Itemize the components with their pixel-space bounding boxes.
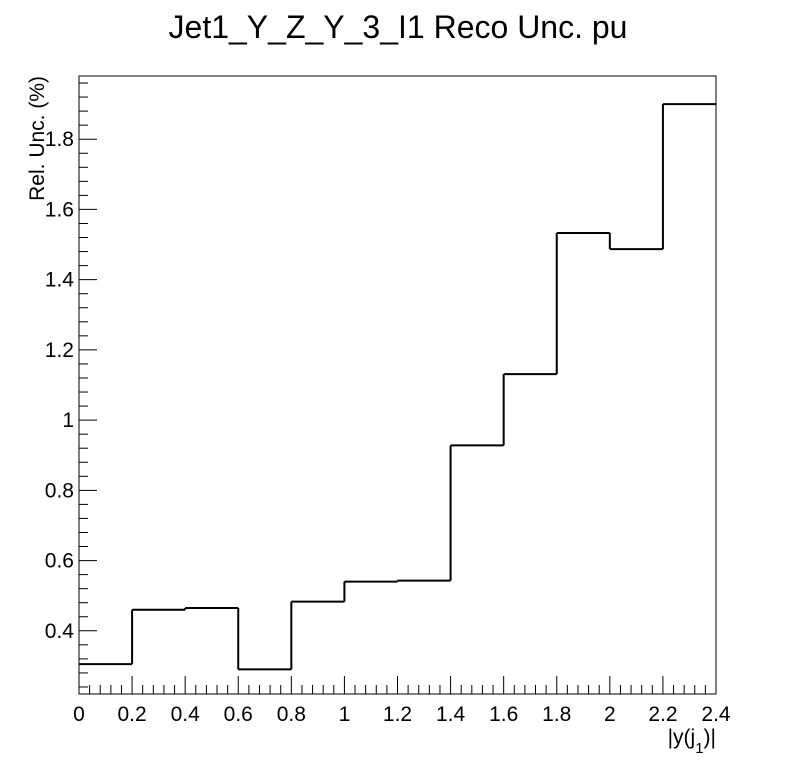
histogram-bins xyxy=(79,103,716,671)
x-tick-label: 1.4 xyxy=(436,703,466,726)
x-axis-title-subscript: 1 xyxy=(695,740,703,757)
x-axis-title-main: |y(j xyxy=(668,726,696,749)
y-tick-label: 1 xyxy=(62,409,74,432)
x-tick-label: 2.2 xyxy=(648,703,677,726)
x-tick-label: 2 xyxy=(604,703,616,726)
x-axis-ticks xyxy=(78,676,717,694)
y-tick-label: 1.6 xyxy=(45,198,74,221)
x-axis-title: |y(j1)| xyxy=(668,726,716,757)
y-tick-label: 0.8 xyxy=(45,479,74,502)
x-tick-label: 1.6 xyxy=(489,703,518,726)
x-axis-title-tail: )| xyxy=(704,726,716,749)
y-tick-label: 1.4 xyxy=(45,269,75,292)
x-axis-tick-labels: 0 0.2 0.4 0.6 0.8 1 1.2 1.4 1.6 1.8 2 2.2 2.4 xyxy=(73,703,731,726)
y-tick-label: 0.6 xyxy=(45,550,74,573)
y-axis-ticks xyxy=(79,82,97,688)
x-tick-label: 1.2 xyxy=(383,703,412,726)
x-tick-label: 0 xyxy=(73,703,85,726)
x-tick-label: 0.4 xyxy=(171,703,201,726)
x-tick-label: 2.4 xyxy=(701,703,731,726)
y-axis-title: Rel. Unc. (%) xyxy=(26,76,49,201)
x-tick-label: 0.6 xyxy=(224,703,253,726)
chart-title: Jet1_Y_Z_Y_3_I1 Reco Unc. pu xyxy=(169,9,628,45)
x-tick-label: 1 xyxy=(339,703,351,726)
plot-frame xyxy=(78,75,717,695)
y-tick-label: 1.8 xyxy=(45,128,74,151)
y-axis-tick-labels: 0.4 0.6 0.8 1 1.2 1.4 1.6 1.8 xyxy=(45,128,75,643)
x-tick-label: 0.2 xyxy=(117,703,146,726)
x-tick-label: 0.8 xyxy=(277,703,306,726)
y-tick-label: 0.4 xyxy=(45,620,75,643)
y-tick-label: 1.2 xyxy=(45,339,74,362)
x-tick-label: 1.8 xyxy=(542,703,571,726)
